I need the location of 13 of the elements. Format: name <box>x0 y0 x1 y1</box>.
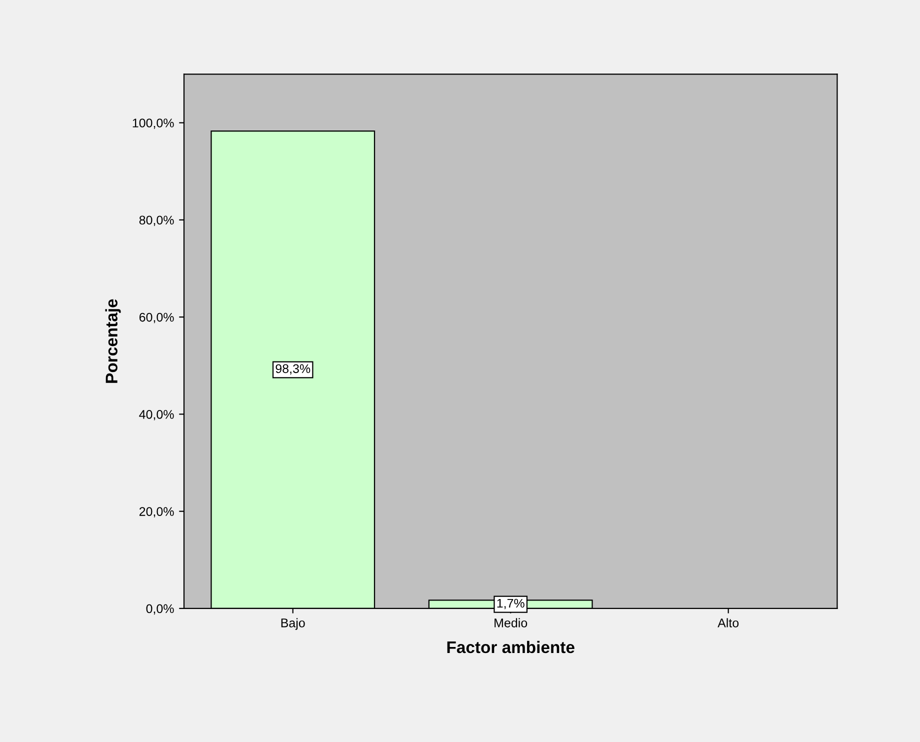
x-axis-title: Factor ambiente <box>447 640 574 654</box>
y-tick-label: 0,0% <box>146 604 174 615</box>
y-tick-label: 80,0% <box>139 216 174 226</box>
y-tick-label: 100,0% <box>132 118 174 129</box>
data-label: 98,3% <box>276 364 310 375</box>
y-axis-title: Porcentaje <box>105 299 121 383</box>
y-tick-label: 20,0% <box>139 507 174 518</box>
x-tick-label: Medio <box>494 618 528 628</box>
y-tick-label: 60,0% <box>139 312 174 324</box>
data-label: 1,7% <box>497 598 524 610</box>
x-tick-label: Bajo <box>281 618 305 630</box>
y-tick-label: 40,0% <box>139 410 174 420</box>
x-tick-label: Alto <box>718 618 739 628</box>
